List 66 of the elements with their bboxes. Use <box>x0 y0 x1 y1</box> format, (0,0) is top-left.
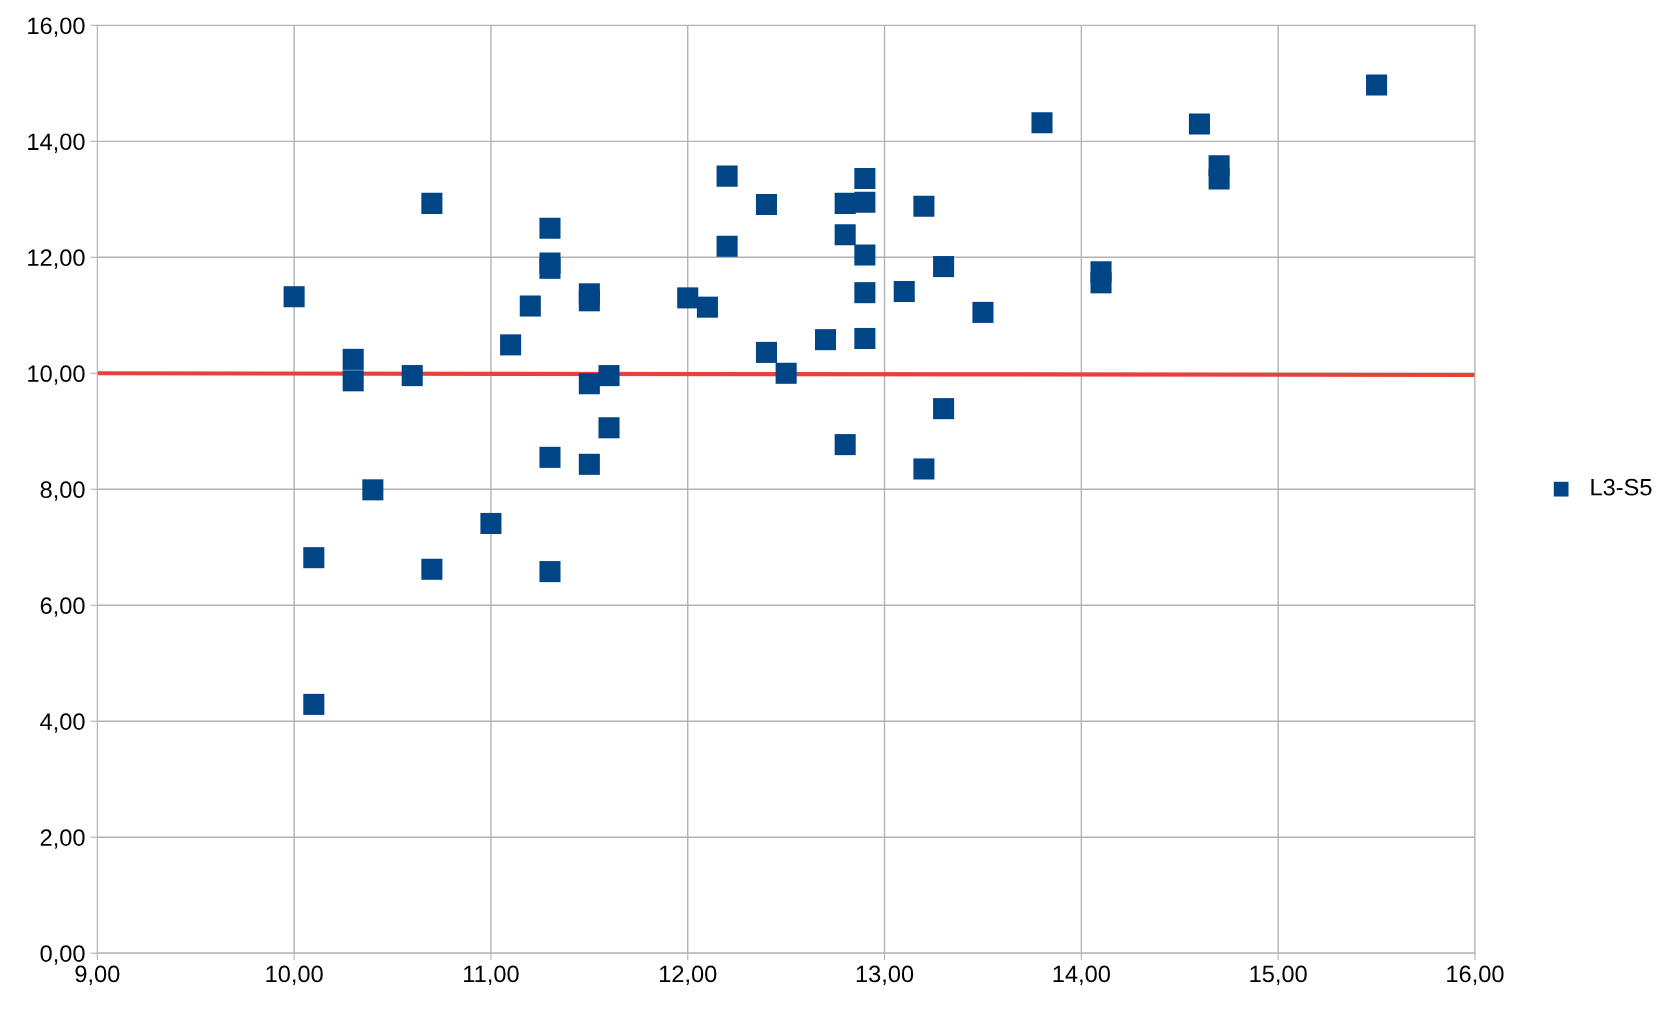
y-tick-label: 12,00 <box>28 249 85 269</box>
legend-label: L3-S5 <box>1591 478 1652 496</box>
y-tick-label: 8,00 <box>40 481 85 501</box>
point <box>283 286 305 308</box>
y-tick-label: 10,00 <box>28 365 85 385</box>
point <box>755 341 777 363</box>
point <box>578 373 600 395</box>
point <box>480 512 502 534</box>
point <box>814 329 837 351</box>
point <box>1090 272 1112 294</box>
y-tick-label: 16,00 <box>28 17 85 37</box>
point <box>1208 168 1230 190</box>
point <box>598 365 620 387</box>
point <box>401 365 423 387</box>
point <box>539 446 561 468</box>
point <box>933 398 955 420</box>
point <box>578 453 600 475</box>
point <box>834 192 856 214</box>
point <box>775 362 797 384</box>
point <box>421 558 443 580</box>
point <box>500 334 522 356</box>
point <box>716 165 738 187</box>
point <box>854 244 876 266</box>
point <box>362 479 384 501</box>
point <box>1188 113 1210 135</box>
point <box>342 370 364 392</box>
point <box>303 693 325 715</box>
x-tick-label: 11,00 <box>464 965 519 986</box>
x-tick-label: 14,00 <box>1053 965 1110 986</box>
point <box>578 290 600 312</box>
x-tick-label: 12,00 <box>660 965 717 986</box>
point <box>972 301 994 323</box>
point <box>893 280 915 303</box>
x-tick-label: 15,00 <box>1250 965 1307 986</box>
y-tick-label: 14,00 <box>28 133 85 153</box>
point <box>854 327 876 350</box>
point <box>519 295 541 317</box>
point <box>303 547 325 569</box>
point <box>834 434 856 456</box>
point <box>677 287 699 309</box>
point <box>854 282 876 304</box>
y-tick-label: 6,00 <box>40 597 85 617</box>
point <box>1031 112 1053 134</box>
x-tick-label: 13,00 <box>856 965 914 986</box>
point <box>1366 74 1388 96</box>
x-tick-label: 16,00 <box>1447 965 1504 986</box>
point <box>913 195 935 217</box>
point <box>854 191 876 213</box>
point <box>539 561 561 583</box>
y-tick-label: 2,00 <box>40 829 85 849</box>
point <box>854 167 876 189</box>
point <box>598 417 620 439</box>
x-tick-label: 9,00 <box>75 965 120 986</box>
point <box>913 458 935 480</box>
point <box>539 217 561 239</box>
y-tick-label: 0,00 <box>40 945 85 965</box>
x-tick-label: 10,00 <box>266 965 323 986</box>
point <box>716 235 738 257</box>
point <box>421 192 443 214</box>
point <box>933 256 955 278</box>
y-tick-label: 4,00 <box>40 713 85 733</box>
point <box>696 296 718 318</box>
point <box>834 224 856 246</box>
point <box>342 348 364 370</box>
point <box>539 257 561 279</box>
point <box>755 194 777 216</box>
